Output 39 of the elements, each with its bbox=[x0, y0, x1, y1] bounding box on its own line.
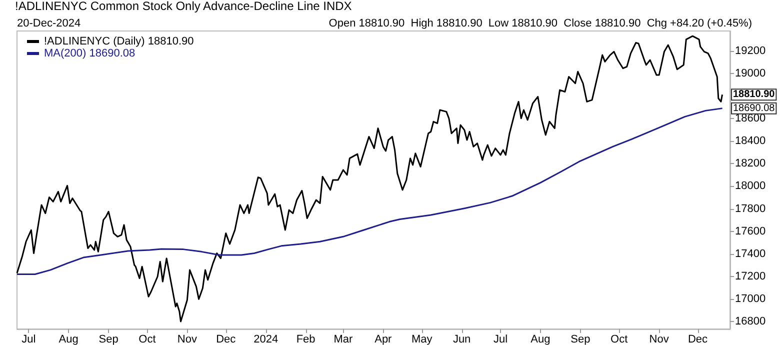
y-tick-label: 17200 bbox=[735, 270, 766, 283]
line-series bbox=[16, 35, 724, 322]
legend-label: MA(200) 18690.08 bbox=[44, 48, 136, 60]
x-tick-label: Nov bbox=[649, 334, 670, 345]
annotation: 18690.08 bbox=[733, 102, 776, 114]
y-tick-label: 17800 bbox=[735, 202, 766, 215]
legend-label: !ADLINENYC (Daily) 18810.90 bbox=[44, 36, 194, 48]
x-tick-label: Dec bbox=[688, 334, 708, 345]
text: Open 18810.90 High 18810.90 Low 18810.90 Close 18810.90 Chg +84.20 (+0.45%) bbox=[328, 18, 752, 30]
x-tick-label: May bbox=[411, 334, 433, 345]
x-tick-label: Feb bbox=[296, 334, 316, 345]
chart-title: !ADLINENYC Common Stock Only Advance-Decline Line INDX bbox=[15, 0, 352, 13]
x-tick-label: Sep bbox=[570, 334, 590, 345]
y-tick-label: 18600 bbox=[735, 112, 766, 124]
x-tick-label: Sep bbox=[98, 334, 118, 345]
y-tick-label: 18400 bbox=[735, 135, 766, 148]
y-tick-label: 18000 bbox=[735, 180, 766, 192]
y-tick-label: 17400 bbox=[735, 248, 766, 260]
x-tick-label: Aug bbox=[530, 334, 550, 345]
y-tick-label: 18200 bbox=[735, 158, 766, 170]
x-tick-label: Apr bbox=[374, 334, 392, 345]
x-tick-label: Dec bbox=[216, 334, 236, 345]
y-tick-label: 19200 bbox=[735, 44, 766, 57]
y-tick-label: 17000 bbox=[735, 293, 766, 306]
text: 20-Dec-2024 bbox=[17, 18, 81, 30]
line-series bbox=[16, 108, 724, 276]
y-tick-label: 16800 bbox=[735, 316, 766, 328]
x-tick-label: Oct bbox=[138, 334, 156, 345]
x-tick-label: Jul bbox=[493, 334, 508, 345]
x-tick-label: Nov bbox=[177, 334, 198, 345]
annotation: 18810.90 bbox=[733, 89, 776, 100]
y-tick-label: 19000 bbox=[735, 67, 766, 80]
x-tick-label: Aug bbox=[58, 334, 78, 345]
x-tick-label: Oct bbox=[610, 334, 628, 345]
x-tick-label: 2024 bbox=[254, 334, 278, 345]
y-tick-label: 17600 bbox=[735, 225, 766, 238]
x-tick-label: Mar bbox=[334, 334, 354, 345]
x-tick-label: Jun bbox=[452, 334, 471, 345]
x-tick-label: Jul bbox=[22, 334, 36, 345]
